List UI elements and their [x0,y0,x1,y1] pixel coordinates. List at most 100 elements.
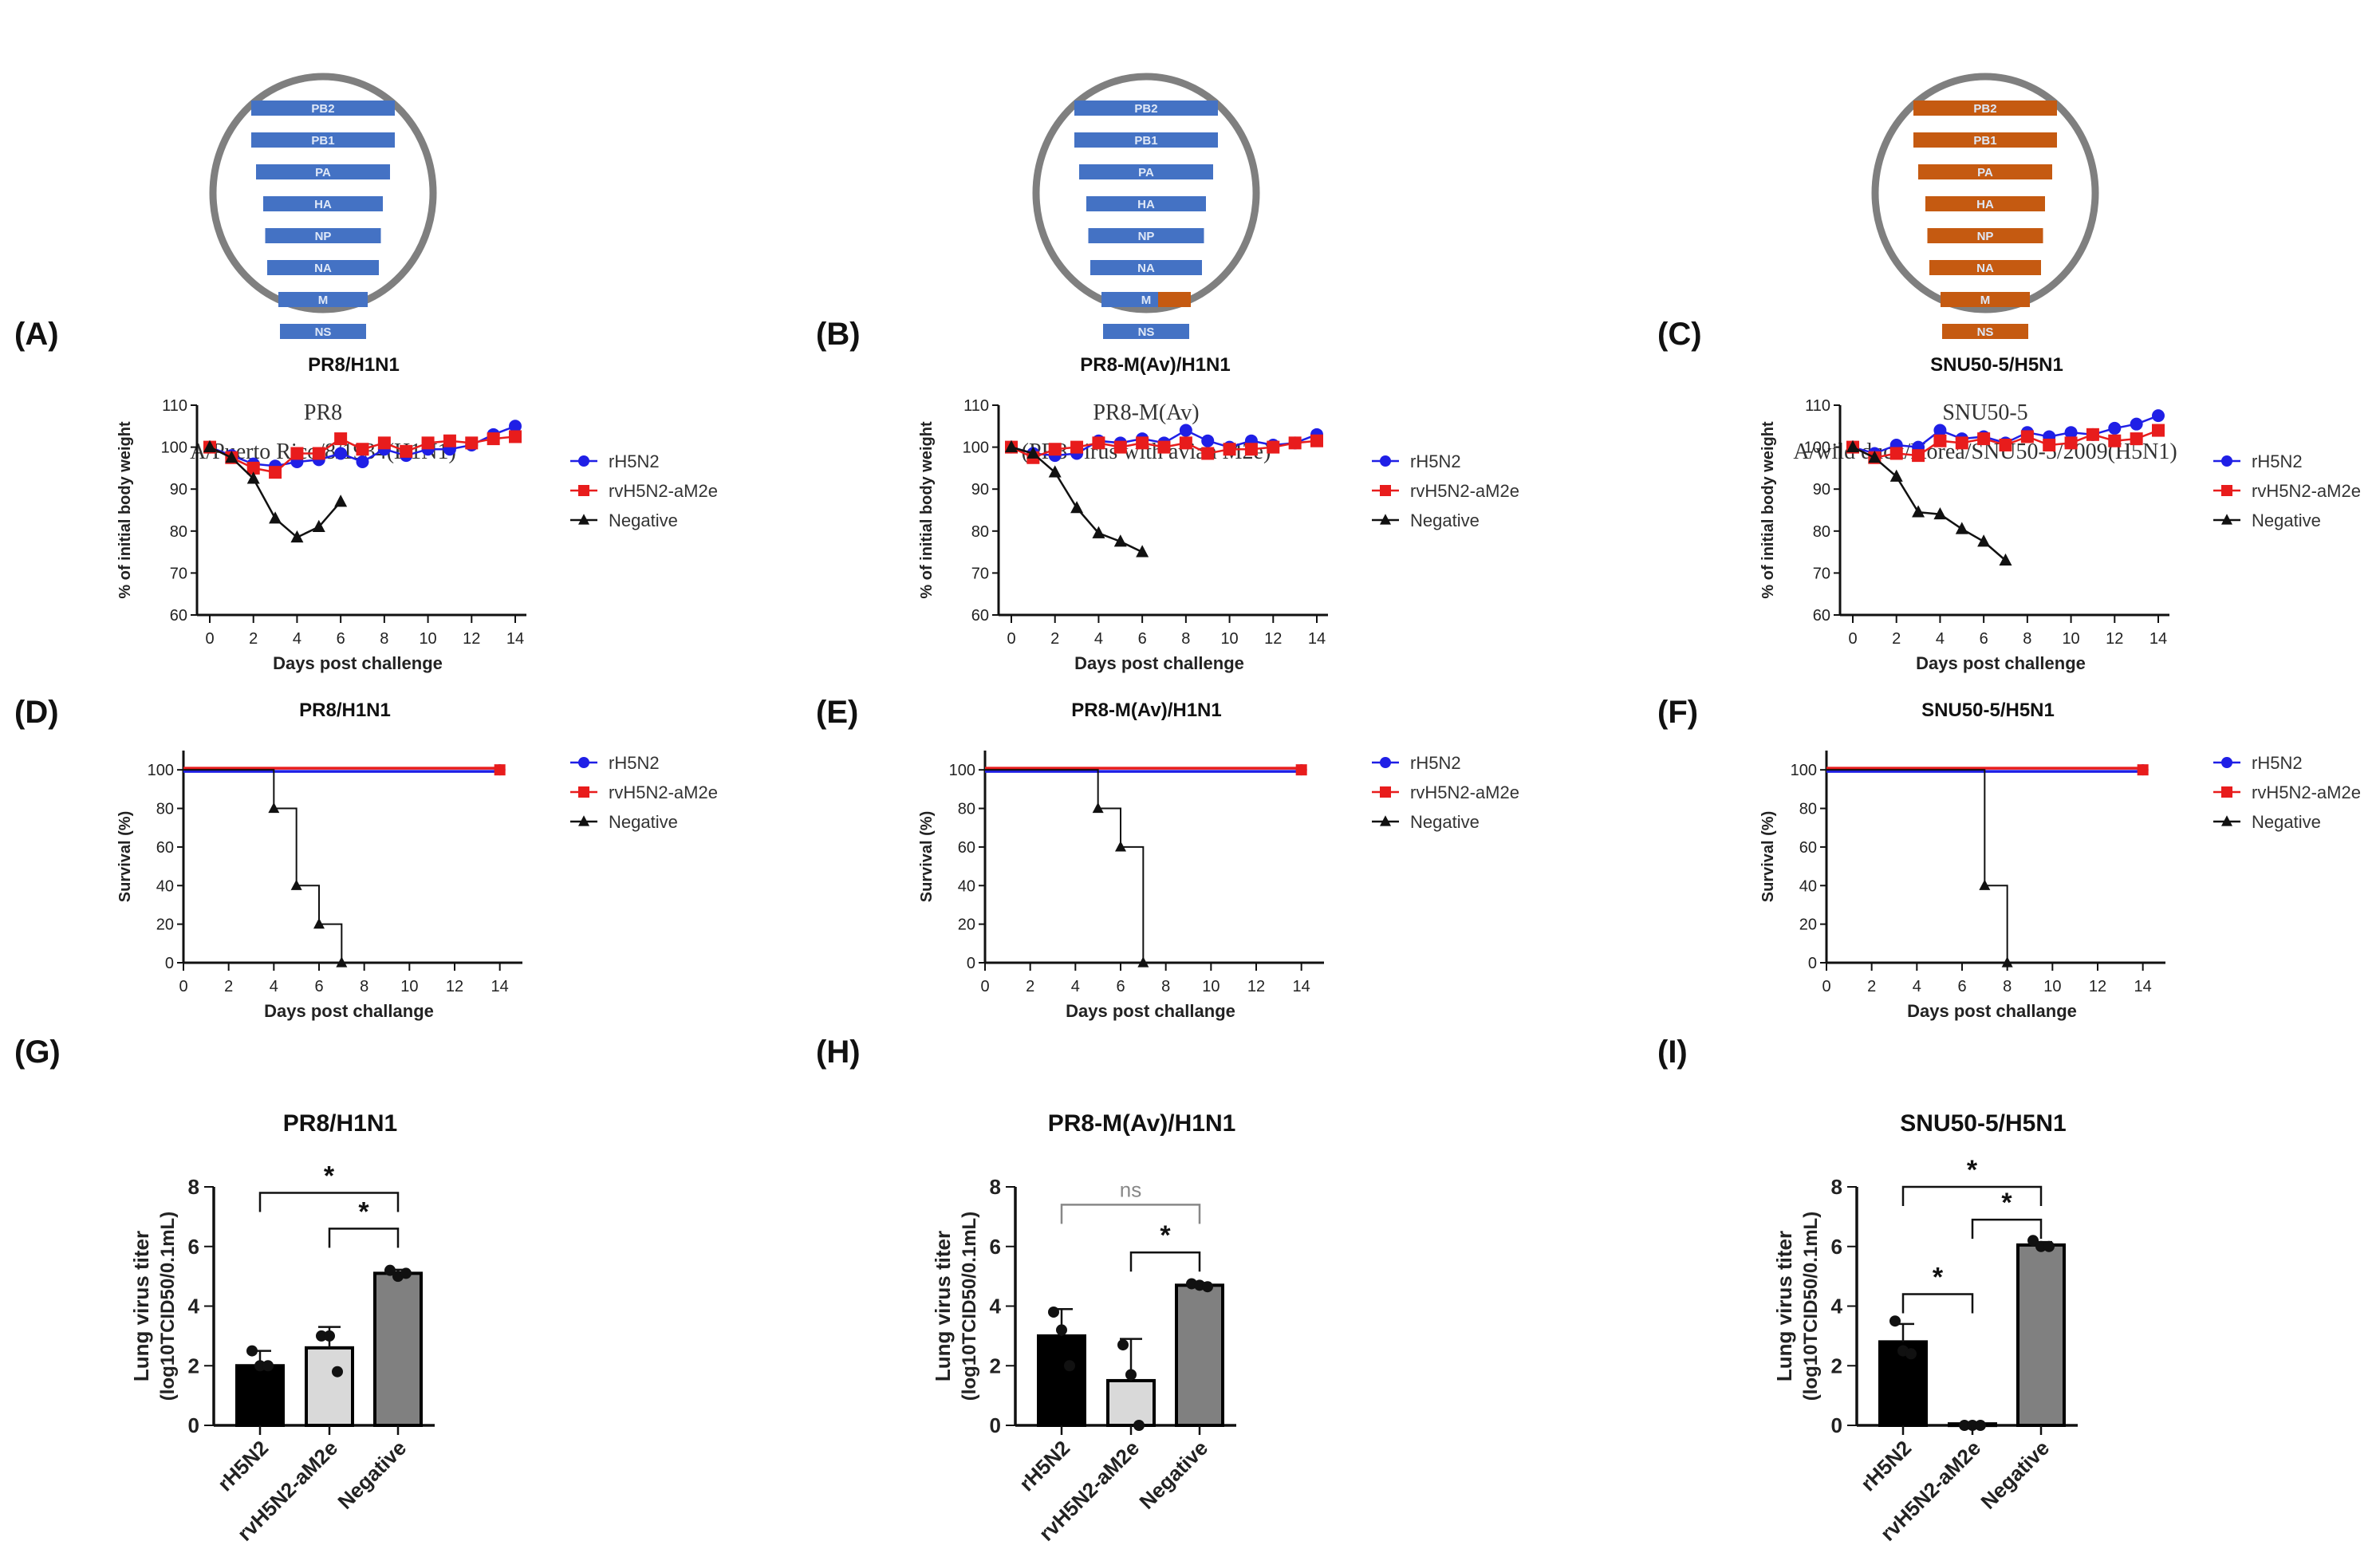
y-tick-label: 60 [170,607,187,625]
data-point [269,511,282,524]
x-tick-label: 14 [1293,978,1310,995]
data-point [1999,553,2012,566]
survival-marker [336,956,348,968]
x-tick-label: 2 [224,978,233,995]
data-point [1959,1420,1970,1431]
x-tick-label: 0 [179,978,187,995]
data-point [400,1267,412,1279]
data-point [2130,432,2143,446]
genome-segment [278,292,368,307]
legend-marker [1380,485,1391,496]
y-tick-label: 100 [148,762,174,779]
y-tick-label: 2 [1831,1354,1842,1377]
x-tick-label: 12 [446,978,463,995]
chart-title: PR8-M(Av)/H1N1 [1048,1110,1236,1137]
data-point [1977,534,1991,547]
data-point [1889,447,1903,460]
segment-label: PA [1138,166,1154,179]
y-tick-label: 110 [1805,397,1830,415]
x-tick-label: 2 [1867,978,1876,995]
y-tick-label: 0 [1808,955,1817,972]
x-tick-label: 14 [2149,630,2167,648]
y-tick-label: 4 [188,1295,200,1318]
legend-label: Negative [2252,510,2321,530]
genome-segment [251,101,395,116]
data-point [334,495,348,507]
survival-marker [2001,956,2013,968]
virus-particle-circle [1871,73,2099,313]
x-tick-label: rH5N2 [1015,1436,1074,1496]
x-tick-label: 4 [270,978,278,995]
x-tick-label: 8 [360,978,368,995]
y-tick-label: 60 [958,839,975,857]
x-tick-label: 2 [249,630,258,648]
segment-label: NA [1137,262,1155,275]
genome-segment [1913,101,2057,116]
chart-title: SNU50-5/H5N1 [1921,700,2055,721]
x-tick-label: 6 [1980,630,1988,648]
x-tick-label: 6 [314,978,323,995]
data-point [1933,434,1947,447]
data-point [1310,434,1323,447]
chart-panel-i: (I) SNU50-5/H5N1 0 2 4 6 8 Lung virus titer (log… [1657,1035,2078,1545]
panel-letter: (B) [816,317,861,352]
chart-title: SNU50-5/H5N1 [1900,1110,2066,1137]
segment-label: NP [315,230,332,243]
y-tick-label: 70 [1813,565,1830,582]
virus-name: PR8 [304,400,342,425]
y-axis-label: % of initial body weight [1759,421,1777,599]
genome-segment [267,260,379,275]
data-point [1912,505,1925,518]
y-tick-label: 80 [1813,523,1830,541]
data-point [1223,443,1236,456]
data-point [334,447,348,460]
segment-label: NS [1138,325,1155,339]
panel-letter: (H) [816,1035,861,1070]
legend-label: rvH5N2-aM2e [1410,782,1519,802]
y-tick-label: 4 [990,1295,1002,1318]
data-point [1113,440,1127,454]
significance-label: * [1933,1263,1944,1293]
bar-rvh5n2-am2e [1106,1378,1156,1427]
data-point [203,439,216,452]
data-point [1933,424,1947,437]
y-tick-label: 90 [170,481,187,499]
y-tick-label: 20 [1799,916,1817,934]
y-axis-label: Lung virus titer [129,1231,153,1381]
y-axis-label-units: (log10TCID50/0.1mL) [1800,1212,1822,1401]
y-tick-label: 20 [958,916,975,934]
legend-label: rvH5N2-aM2e [2252,481,2361,501]
y-tick-label: 60 [1799,839,1817,857]
genome-segment [1941,292,2030,307]
x-tick-label: 8 [380,630,388,648]
x-tick-label: 14 [1308,630,1326,648]
data-point [356,443,369,456]
y-tick-label: 8 [188,1175,199,1199]
data-point [465,436,479,450]
y-tick-label: 8 [990,1175,1001,1199]
data-point [1117,1339,1129,1351]
segment-label: PA [315,166,331,179]
y-tick-label: 70 [971,565,989,582]
survival-marker [313,917,325,929]
legend-marker [2221,514,2232,525]
data-point [1889,1315,1901,1327]
y-tick-label: 110 [963,397,989,415]
x-tick-label: 6 [1116,978,1125,995]
legend-marker [1380,786,1391,798]
y-tick-label: 80 [170,523,187,541]
data-point [356,455,369,469]
y-tick-label: 100 [963,439,989,457]
x-tick-label: 8 [1181,630,1190,648]
x-tick-label: 8 [1161,978,1170,995]
segment-label: PB2 [1134,102,1157,116]
y-tick-label: 90 [1813,481,1830,499]
segment-label: NP [1977,230,1994,243]
genome-segment [1913,132,2057,148]
survival-marker [268,802,280,814]
data-point [2027,1235,2039,1247]
y-tick-label: 2 [188,1354,199,1377]
genome-segment [1927,228,2043,243]
data-point [2152,424,2165,437]
genome-segment [1925,196,2045,211]
